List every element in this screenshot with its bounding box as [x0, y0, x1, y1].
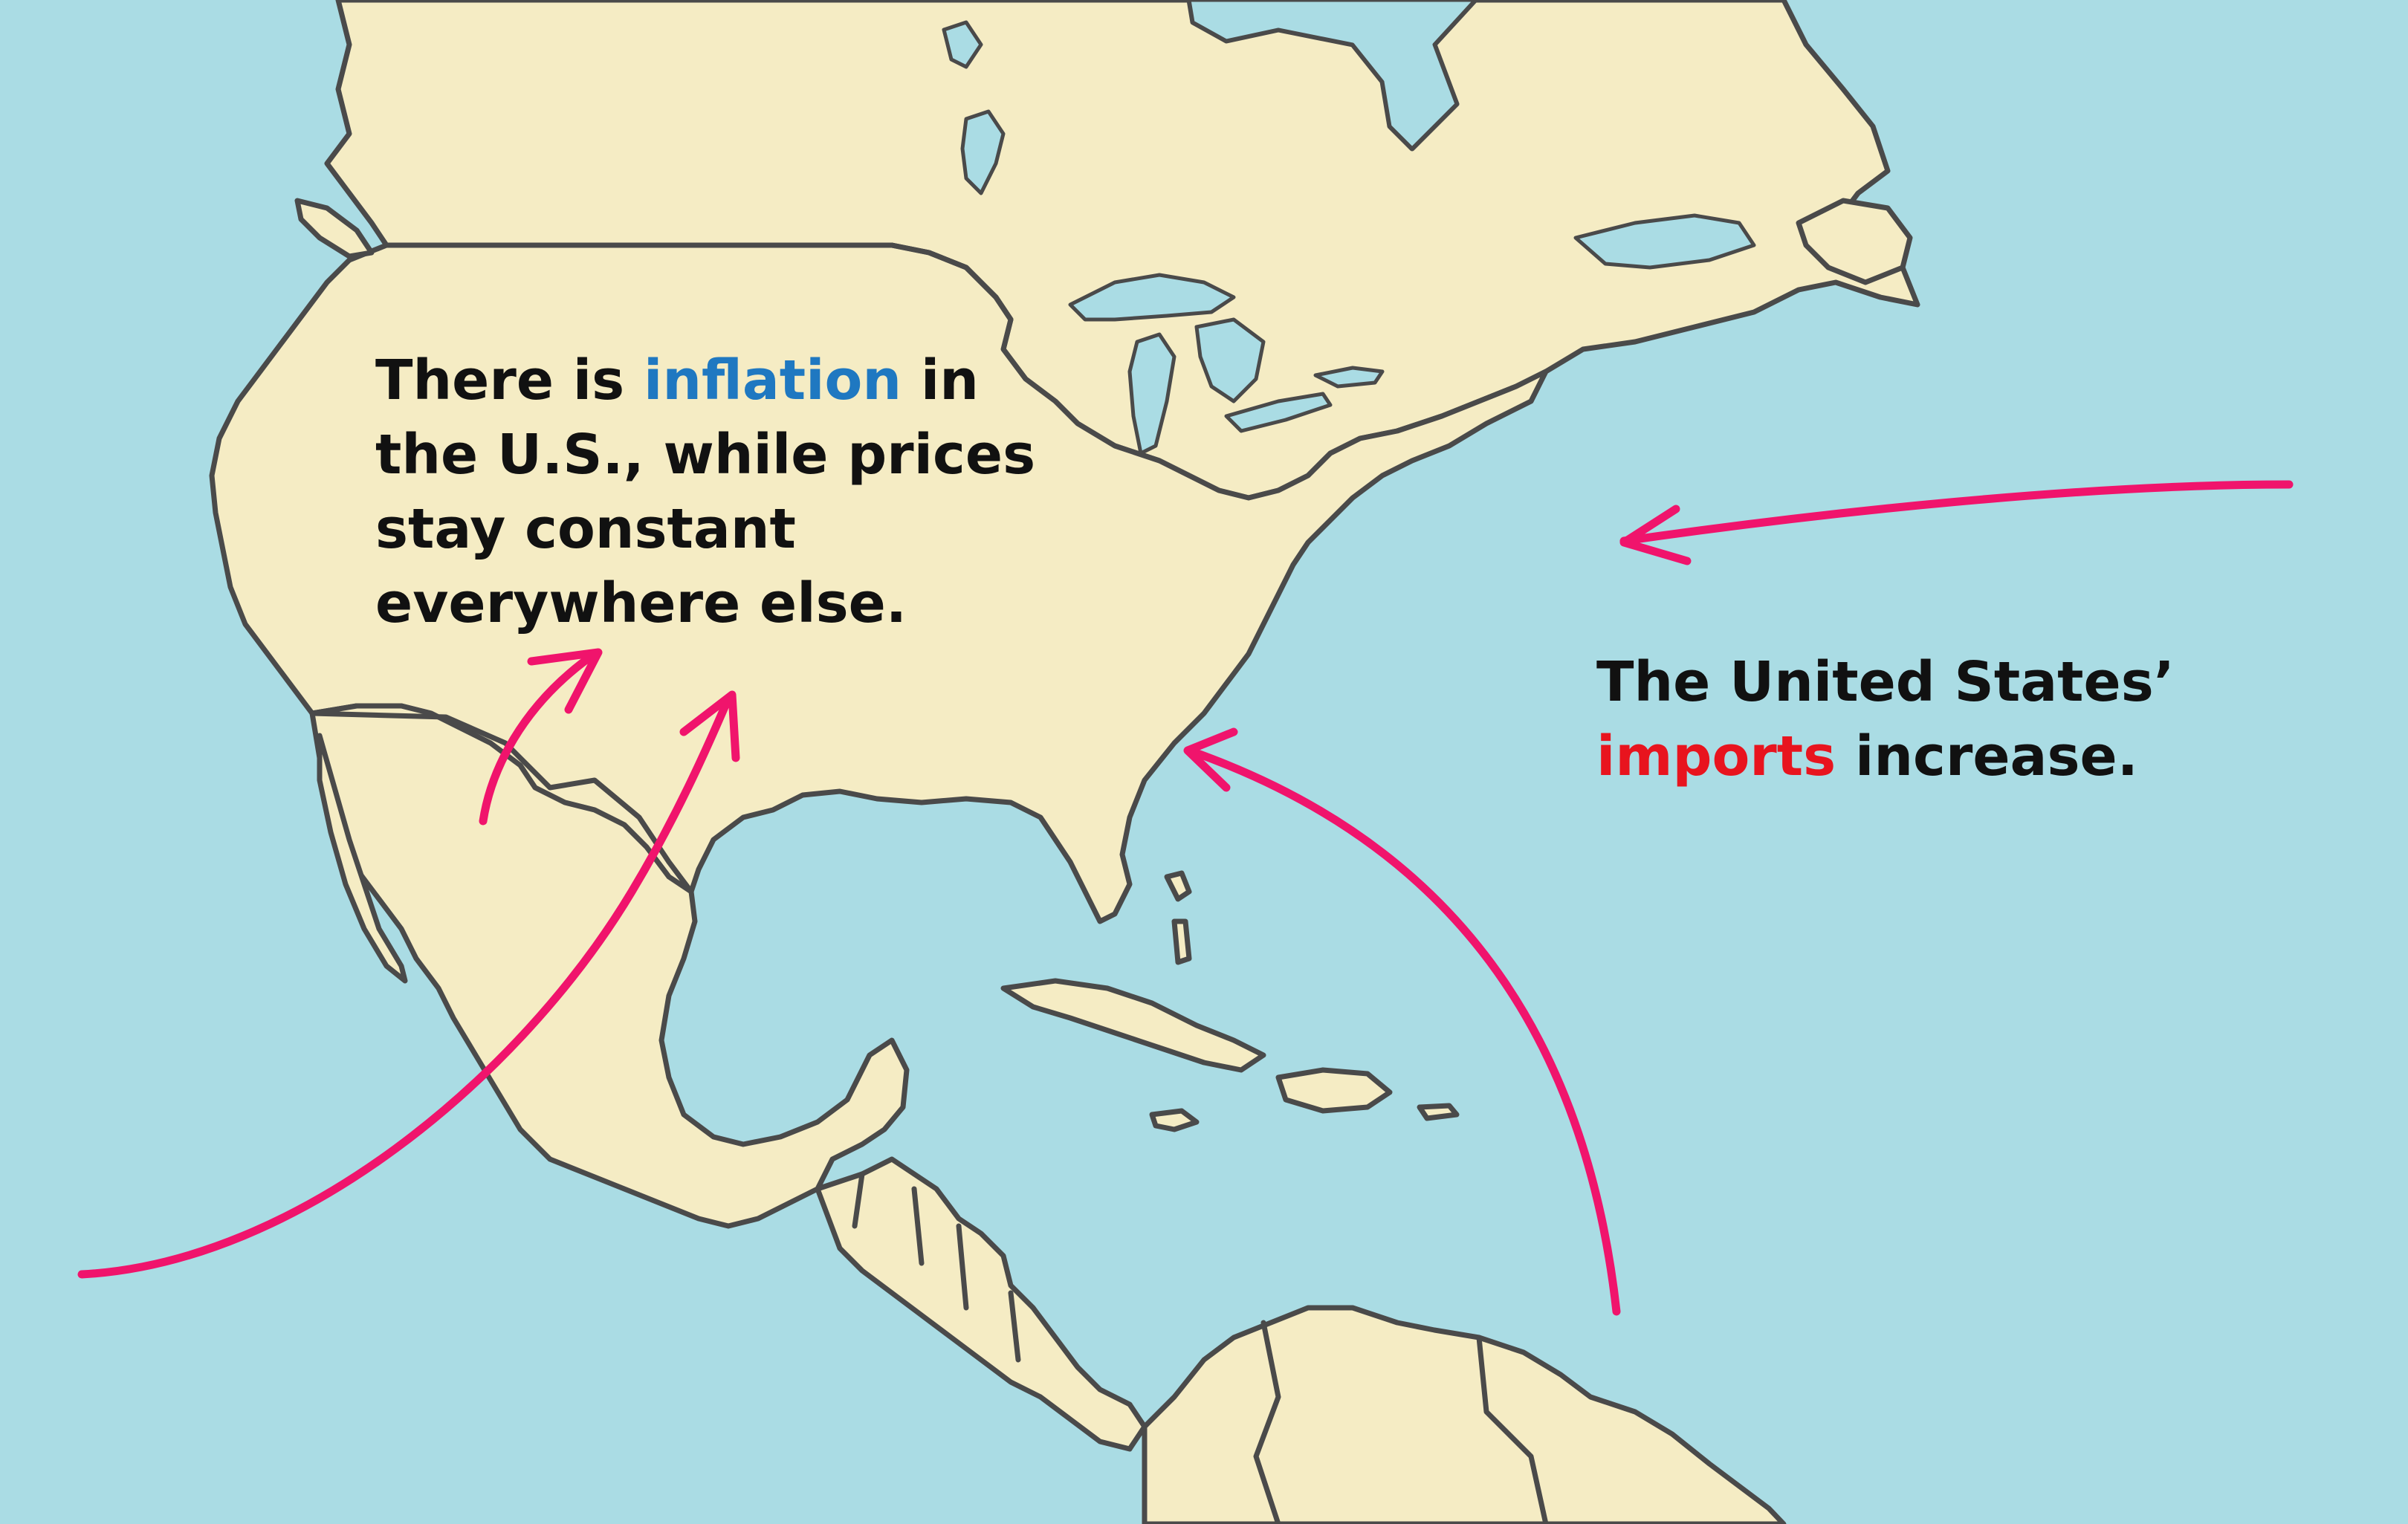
- inflation-caption-after: in the U.S., while prices stay constant …: [375, 348, 1036, 635]
- usa-landmass: [209, 242, 1549, 924]
- arrow-top-right: [1619, 480, 2294, 545]
- bahamas: [1164, 870, 1192, 902]
- arrow-short-up-head: [527, 648, 603, 714]
- imports-caption: The United States’ imports increase.: [1596, 645, 2265, 794]
- imports-caption-before: The United States’: [1596, 650, 2175, 714]
- us-mexico-border: [309, 710, 694, 895]
- great-bear-lake: [960, 109, 1006, 195]
- hudson-bay: [1187, 0, 1478, 151]
- bahamas-2: [1171, 918, 1192, 965]
- arrow-top-right-head: [1619, 505, 1692, 565]
- imports-highlight: imports: [1596, 724, 1836, 788]
- lake-erie: [1224, 392, 1333, 433]
- lake-ontario: [1313, 366, 1385, 389]
- central-america-borders: [852, 1171, 1021, 1363]
- baja-california: [317, 733, 408, 984]
- jamaica: [1149, 1108, 1200, 1132]
- lake-winnipeg: [942, 20, 983, 69]
- arrow-short-up: [479, 649, 599, 826]
- imports-caption-after: increase.: [1836, 724, 2138, 788]
- cuba: [1000, 978, 1266, 1073]
- arrow-bottom-right-curve: [1185, 746, 1621, 1316]
- canada-us-border: [383, 242, 1014, 322]
- lake-michigan: [1127, 332, 1177, 455]
- inflation-caption-before: There is: [375, 348, 644, 412]
- mexico-landmass: [309, 703, 910, 1229]
- newfoundland: [1796, 198, 1913, 285]
- arrow-left-curve-head: [679, 690, 740, 762]
- lake-superior: [1068, 273, 1236, 322]
- south-america-borders: [1253, 1320, 1549, 1524]
- vancouver-island: [294, 198, 375, 259]
- hispaniola: [1275, 1067, 1393, 1114]
- inflation-caption: There is inflation in the U.S., while pr…: [375, 343, 1089, 641]
- gulf-st-lawrence: [1573, 213, 1756, 270]
- arrow-bottom-right-head: [1183, 727, 1238, 792]
- inflation-highlight: inflation: [643, 348, 902, 412]
- lake-huron: [1194, 317, 1266, 403]
- south-america-landmass: [1142, 1305, 1787, 1524]
- arrow-left-curve: [77, 694, 733, 1279]
- central-america-landmass: [815, 1156, 1148, 1452]
- puerto-rico: [1417, 1103, 1460, 1121]
